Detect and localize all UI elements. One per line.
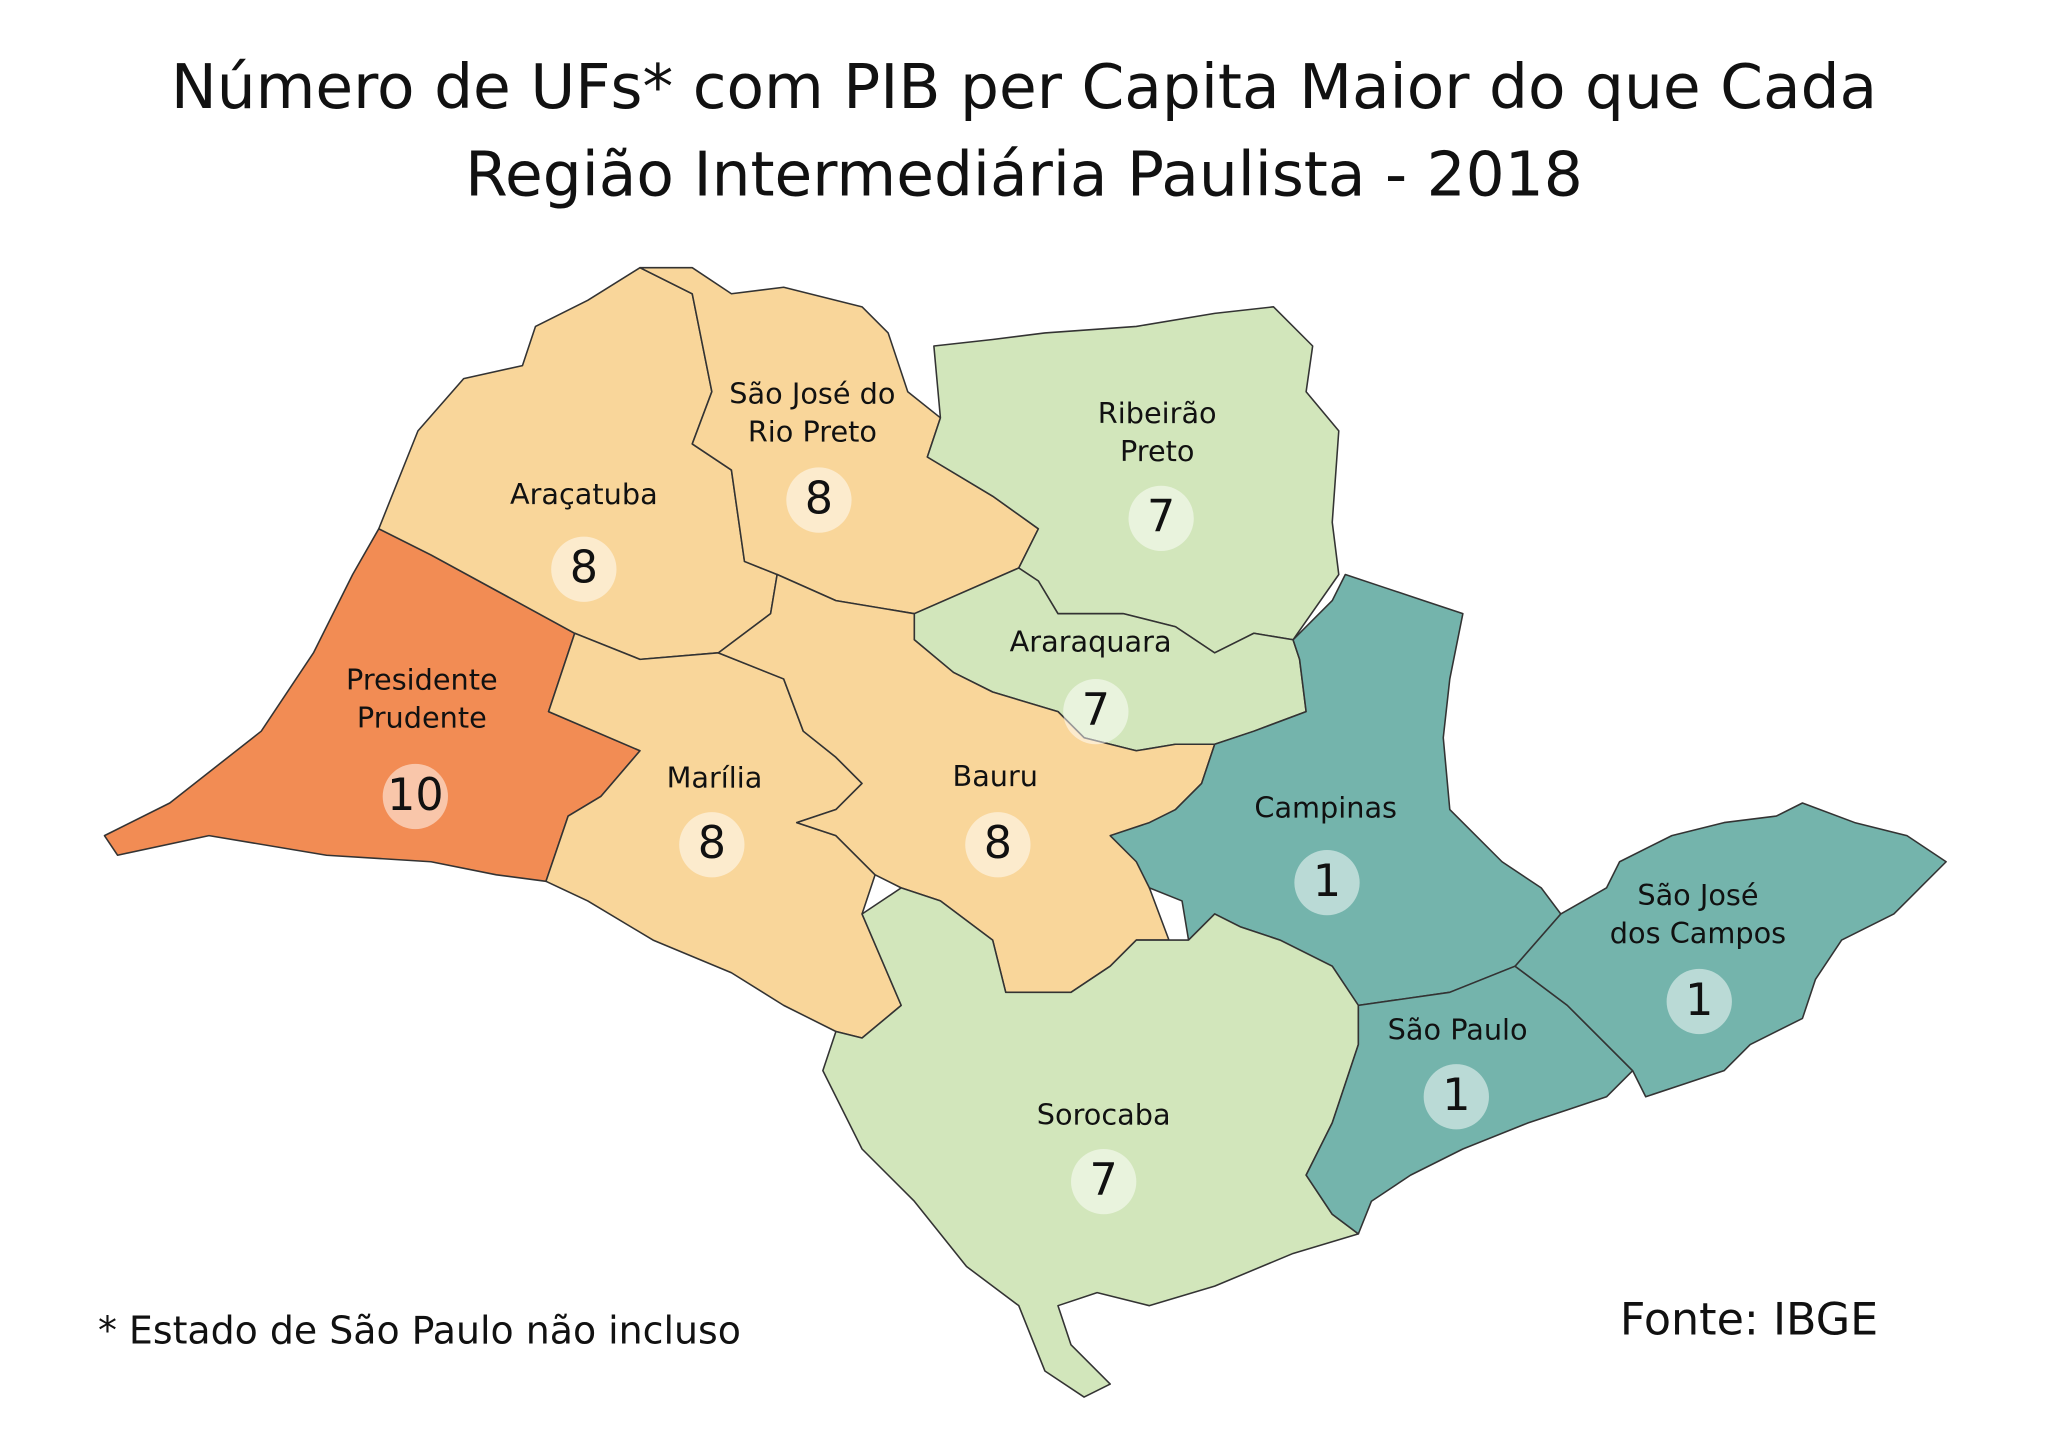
region — [926, 306, 1340, 654]
region-value: 8 — [570, 543, 598, 594]
region-name: Presidente — [346, 663, 498, 697]
title: Número de UFs* com PIB per Capita Maior … — [171, 52, 1877, 123]
region-name: Campinas — [1254, 791, 1397, 825]
region-value: 8 — [698, 818, 726, 869]
region-value: 1 — [1442, 1070, 1470, 1121]
value-badge — [1294, 849, 1360, 916]
region — [1514, 802, 1947, 1098]
region-value: 8 — [984, 818, 1012, 869]
region-value: 10 — [387, 770, 444, 821]
value-badge — [1071, 1148, 1137, 1215]
region-name: dos Campos — [1610, 916, 1786, 950]
footnote: * Estado de São Paulo não incluso — [98, 1309, 741, 1353]
region-value: 1 — [1685, 975, 1713, 1026]
value-badge — [1423, 1064, 1489, 1130]
value-badge — [1666, 968, 1732, 1035]
region-name: Araçatuba — [510, 477, 658, 511]
region — [717, 573, 1216, 994]
value-badge — [786, 467, 852, 533]
source: Fonte: IBGE — [1620, 1295, 1878, 1346]
value-badge — [551, 536, 617, 602]
regions — [103, 266, 1947, 1398]
region-value: 8 — [805, 473, 833, 524]
region-name: São José — [1637, 878, 1758, 912]
region-name: Marília — [667, 760, 763, 794]
region-name: Preto — [1120, 434, 1195, 468]
region-name: Araraquara — [1010, 625, 1172, 659]
value-badge — [1063, 678, 1129, 745]
region-name: Bauru — [953, 759, 1039, 793]
value-badge — [965, 812, 1031, 878]
region-value: 1 — [1313, 856, 1341, 907]
region-value: 7 — [1082, 685, 1110, 736]
region-name: São Paulo — [1388, 1012, 1528, 1046]
region-name: Sorocaba — [1037, 1097, 1171, 1131]
title: Região Intermediária Paulista - 2018 — [465, 139, 1583, 210]
region-name: Prudente — [357, 700, 487, 734]
region-value: 7 — [1147, 492, 1175, 543]
value-badge — [679, 812, 745, 878]
region-name: São José do — [729, 377, 895, 411]
value-badge — [382, 763, 448, 830]
value-badge — [1128, 485, 1194, 551]
region-name: Ribeirão — [1098, 396, 1217, 430]
region-name: Rio Preto — [748, 414, 877, 448]
region-value: 7 — [1090, 1155, 1118, 1206]
